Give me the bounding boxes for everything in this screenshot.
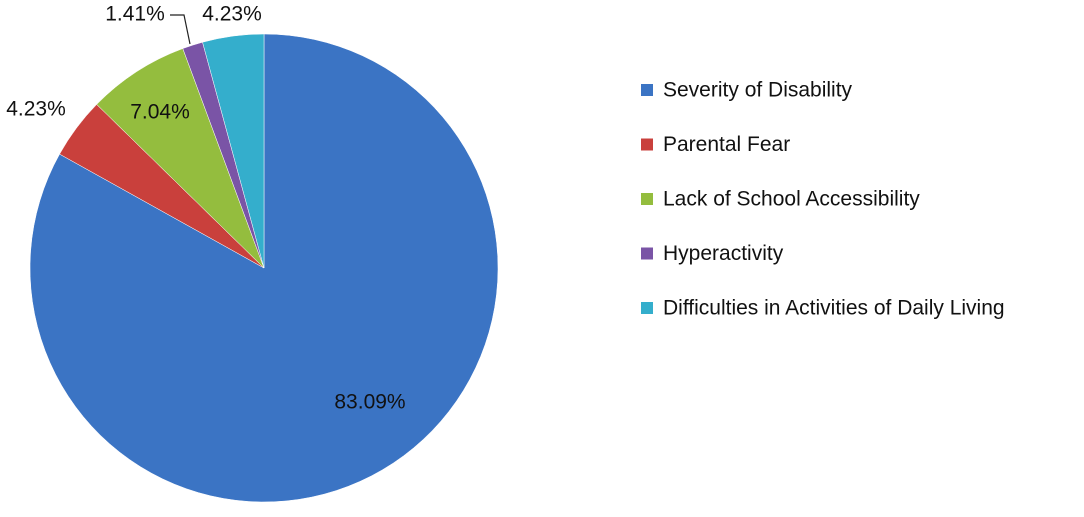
leader-line [170, 14, 191, 45]
data-label: 4.23% [6, 98, 66, 121]
data-label: 83.09% [334, 391, 405, 414]
legend-label: Hyperactivity [663, 242, 784, 265]
data-label: 1.41% [105, 3, 165, 26]
pie-slice [202, 33, 265, 269]
data-label: 4.23% [202, 3, 262, 26]
legend-swatch [641, 302, 653, 314]
data-label: 7.04% [130, 101, 190, 124]
legend-swatch [641, 193, 653, 205]
legend-label: Severity of Disability [663, 79, 853, 102]
legend-label: Parental Fear [663, 133, 790, 156]
legend-label: Difficulties in Activities of Daily Livi… [663, 297, 1005, 320]
legend-label: Lack of School Accessibility [663, 188, 920, 211]
pie-slice [96, 48, 265, 269]
legend-swatch [641, 138, 653, 151]
legend-swatch [641, 247, 653, 260]
legend-swatch [641, 84, 653, 96]
